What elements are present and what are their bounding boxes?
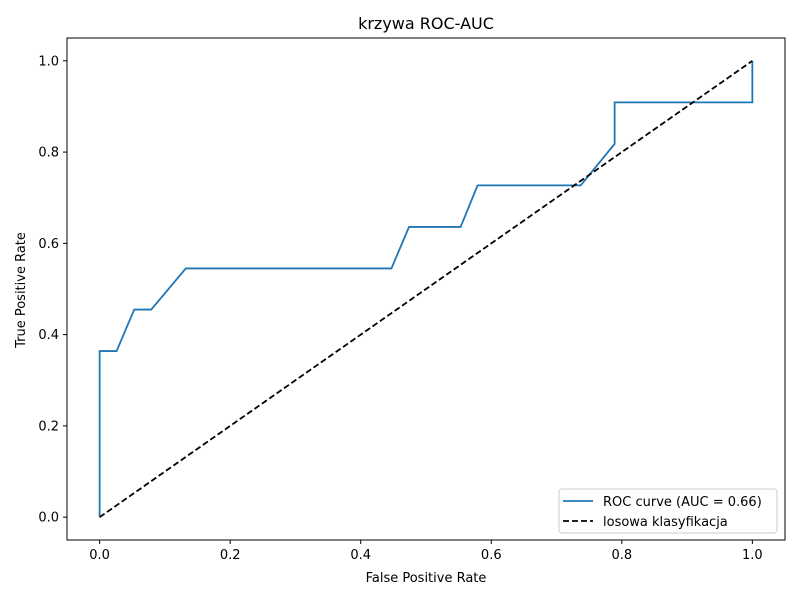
y-tick-label: 0.2: [38, 419, 59, 434]
y-tick-label: 0.8: [38, 146, 59, 161]
ticks-layer: 0.0 0.2 0.4 0.6 0.8 1.0 0.0 0.2 0.4 0.6 0.8 1.0: [38, 54, 762, 563]
plot-frame: [66, 37, 786, 541]
legend-label-roc: ROC curve (AUC = 0.66): [603, 495, 762, 510]
x-axis-label: False Positive Rate: [366, 571, 487, 586]
chart-title: krzywa ROC-AUC: [358, 14, 494, 33]
legend-label-random: losowa klasyfikacja: [603, 515, 728, 530]
x-tick-label: 0.6: [481, 548, 502, 563]
x-tick-label: 0.0: [89, 548, 110, 563]
legend: ROC curve (AUC = 0.66) losowa klasyfikac…: [558, 488, 778, 534]
x-tick-label: 0.8: [611, 548, 632, 563]
series-layer: [98, 60, 754, 518]
x-tick-label: 0.4: [350, 548, 371, 563]
y-tick-label: 0.6: [38, 237, 59, 252]
y-tick-label: 1.0: [38, 54, 59, 69]
y-tick-label: 0.4: [38, 328, 59, 343]
legend-box: [558, 488, 778, 534]
y-axis-label: True Positive Rate: [14, 232, 29, 349]
random-classifier-line: [99, 60, 753, 518]
x-tick-label: 0.2: [220, 548, 241, 563]
y-tick-label: 0.0: [38, 511, 59, 526]
x-tick-label: 1.0: [742, 548, 763, 563]
roc-curve-line: [98, 60, 754, 518]
